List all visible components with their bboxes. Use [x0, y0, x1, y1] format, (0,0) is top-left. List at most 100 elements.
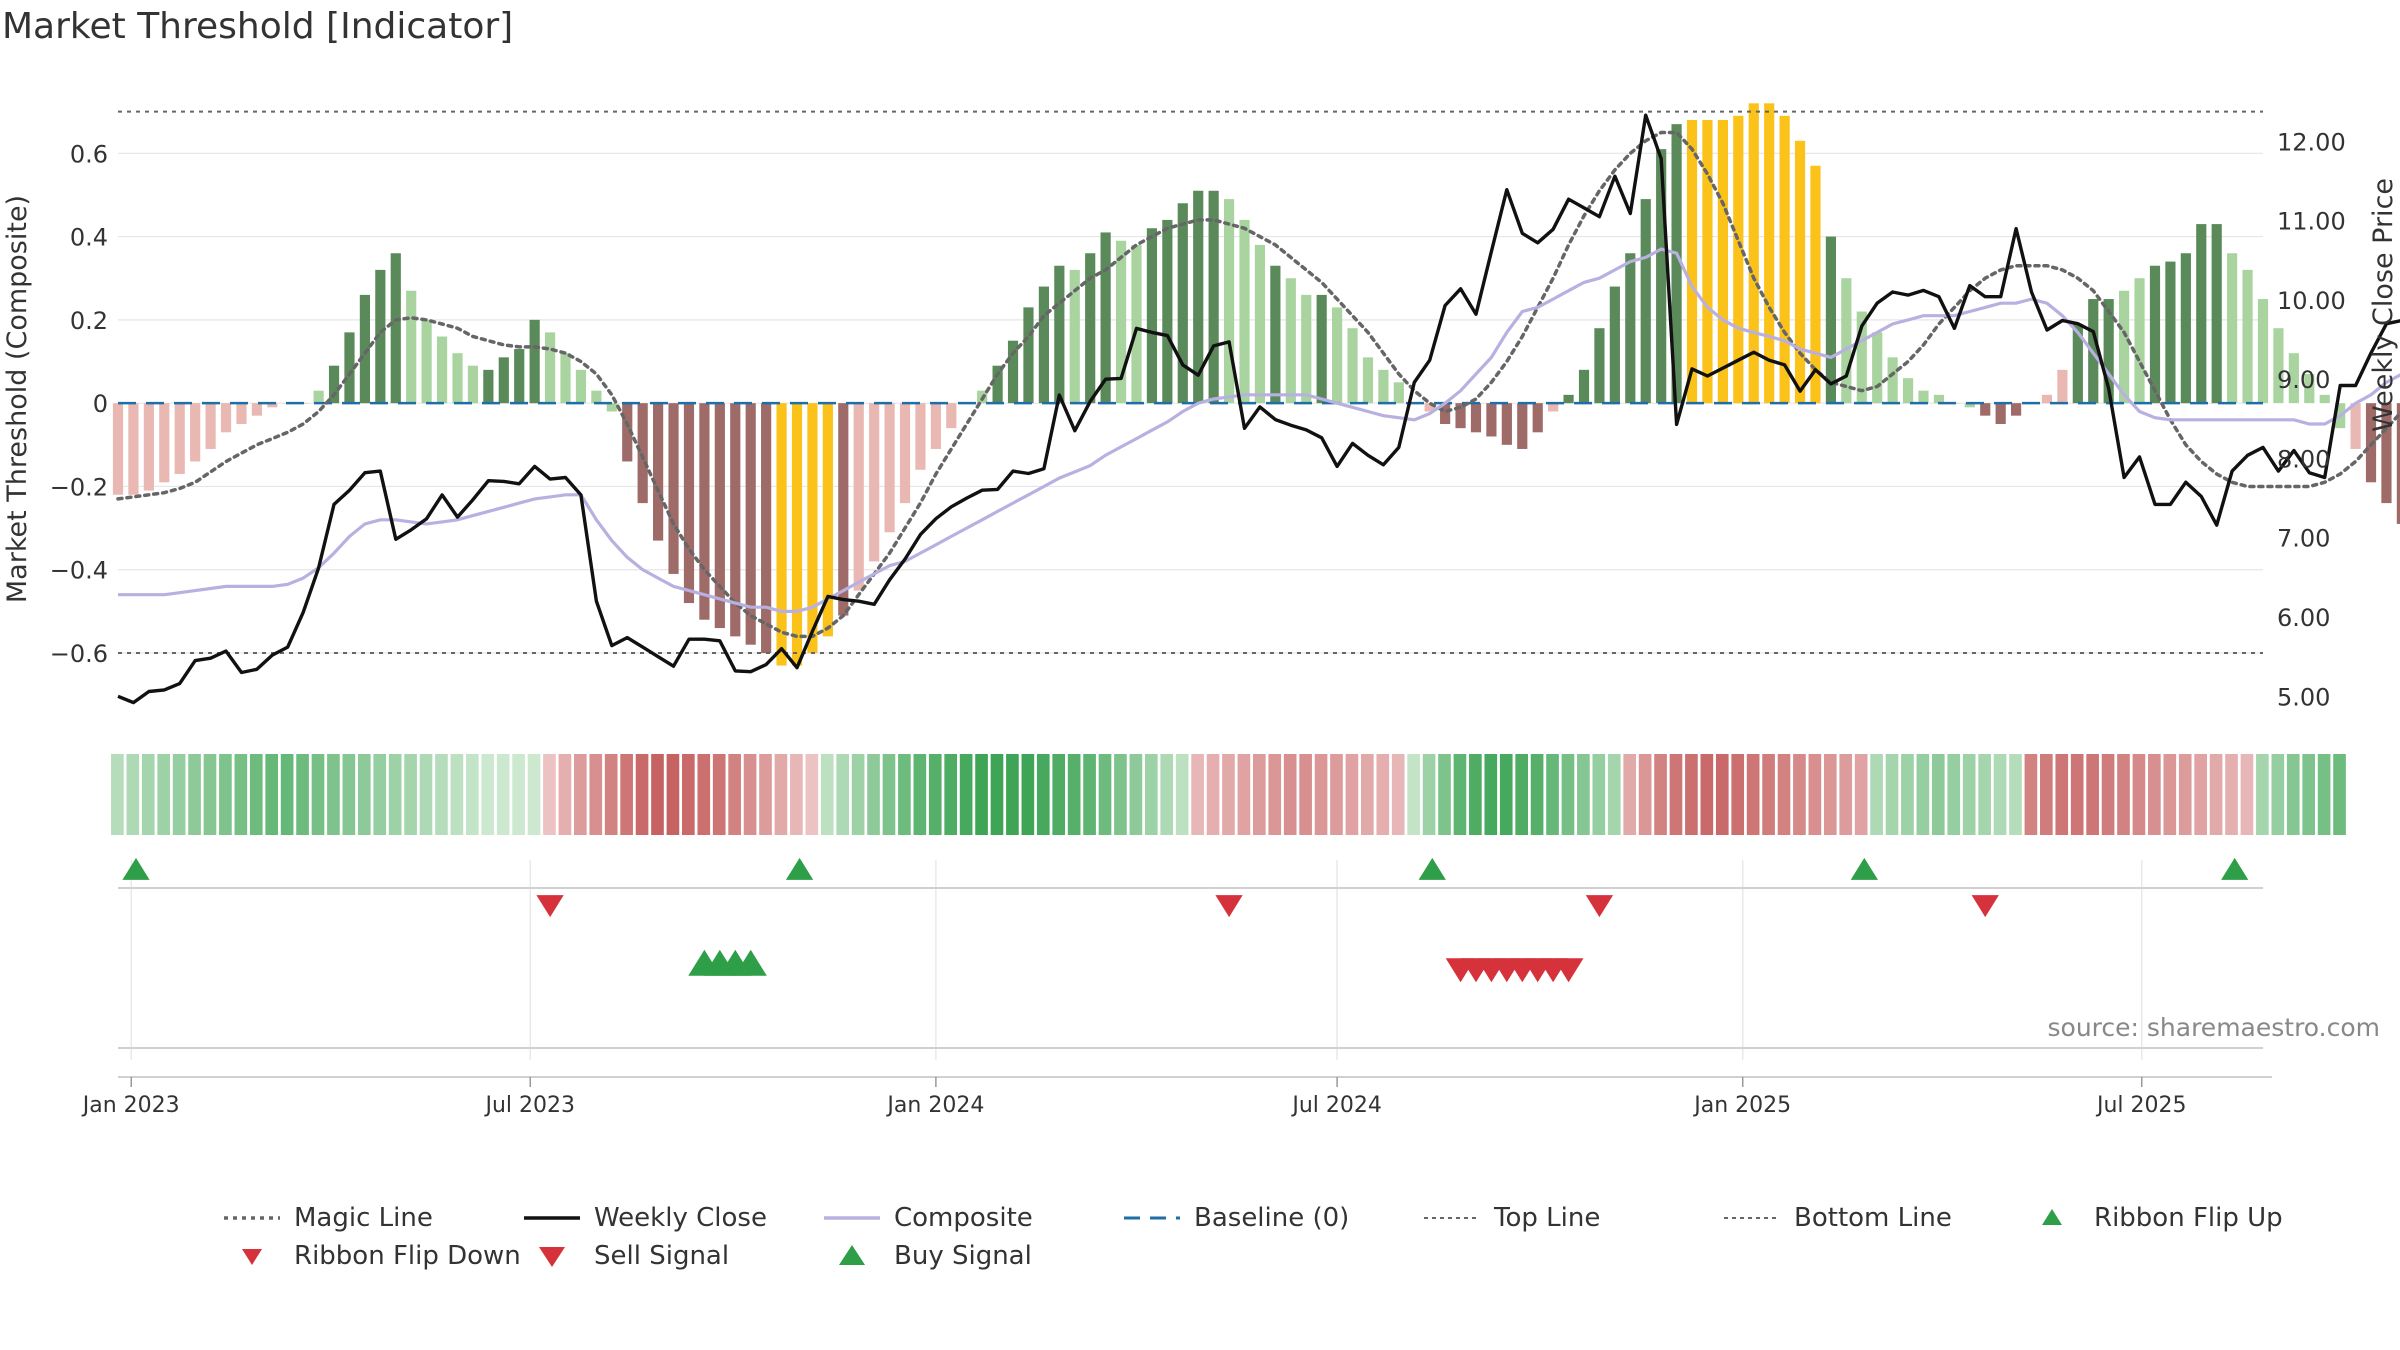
ribbon-cell [574, 754, 587, 835]
histogram-bar [745, 403, 756, 645]
histogram-bar [313, 390, 324, 404]
histogram-bar [1563, 394, 1574, 404]
ribbon-cell [2148, 754, 2161, 835]
right-tick-label: 9.00 [2277, 366, 2330, 394]
ribbon-cell [1021, 754, 1035, 835]
x-tick-label: Jul 2024 [1290, 1093, 1382, 1118]
x-tick-label: Jan 2023 [81, 1093, 180, 1118]
x-tick-label: Jul 2023 [483, 1093, 575, 1118]
x-tick-label: Jan 2025 [1692, 1093, 1791, 1118]
histogram-bar [591, 390, 602, 404]
ribbon-cell [1669, 754, 1683, 835]
histogram-bar [699, 403, 710, 620]
histogram-bar [1115, 240, 1127, 404]
histogram-bar [1748, 103, 1759, 404]
histogram-bar [1779, 115, 1790, 404]
histogram-bar [1085, 253, 1096, 404]
histogram-bar [1440, 403, 1451, 424]
histogram-bar [359, 294, 370, 404]
ribbon-flip-down-marker [1971, 895, 1999, 918]
ribbon-cell [435, 754, 448, 835]
ribbon-cell [790, 754, 803, 835]
histogram-bar [1764, 103, 1775, 404]
ribbon-cell [1870, 754, 1883, 835]
left-tick-label: 0.4 [70, 224, 108, 252]
histogram-bar [668, 403, 679, 574]
histogram-bar [2057, 369, 2068, 404]
histogram-bar [2227, 253, 2238, 404]
histogram-bar [205, 403, 216, 449]
ribbon-cell [327, 754, 340, 835]
histogram-bar [1841, 278, 1852, 404]
ribbon-cell [2009, 754, 2022, 835]
histogram-bar [1470, 403, 1482, 433]
ribbon-cell [851, 754, 865, 835]
ribbon-cell [944, 754, 958, 835]
ribbon-cell [975, 754, 988, 835]
ribbon-cell [265, 754, 279, 835]
ribbon-cell [280, 754, 294, 835]
legend-symbol [1424, 1217, 1480, 1219]
ribbon-cell [1499, 754, 1513, 835]
legend-symbol [224, 1216, 280, 1220]
ribbon-cell [1129, 754, 1143, 835]
ribbon-cell [342, 754, 356, 835]
histogram-bar [1038, 286, 1049, 404]
histogram-bar [1054, 265, 1065, 404]
ribbon-cell [1700, 754, 1714, 835]
ribbon-cell [2333, 754, 2346, 835]
histogram-bar [992, 365, 1003, 404]
histogram-bar [112, 403, 124, 495]
left-tick-label: 0.2 [70, 307, 108, 335]
histogram-bar [1270, 265, 1281, 404]
histogram-bar [838, 403, 849, 616]
histogram-bar [1995, 403, 2006, 424]
ribbon-cell [774, 754, 788, 835]
left-tick-label: −0.6 [50, 640, 108, 668]
ribbon-cell [1206, 754, 1220, 835]
histogram-bar [1332, 307, 1343, 404]
legend-symbol [1724, 1217, 1780, 1219]
histogram-bar [1856, 311, 1867, 404]
histogram-bar [884, 403, 895, 533]
histogram-bar [1362, 357, 1374, 404]
ribbon-cell [589, 754, 603, 835]
histogram-bar [1316, 294, 1327, 404]
ribbon-cell [1515, 754, 1528, 835]
histogram-bar [869, 403, 880, 562]
histogram-bar [375, 269, 386, 404]
legend-label: Buy Signal [894, 1241, 1032, 1271]
ribbon-cell [1746, 754, 1760, 835]
ribbon-cell [496, 754, 510, 835]
histogram-bar [653, 403, 664, 541]
ribbon-cell [388, 754, 402, 835]
left-y-axis: 0.6 0.4 0.2 0 −0.2 −0.4 −0.6 Market Threshold (… [2, 140, 108, 668]
legend-item: Sell Signal [520, 1236, 729, 1276]
right-tick-label: 6.00 [2277, 604, 2330, 632]
ribbon-cell [867, 754, 880, 835]
ribbon-cell [311, 754, 325, 835]
ribbon-cell [2070, 754, 2084, 835]
x-tick-label: Jan 2024 [885, 1093, 984, 1118]
ribbon-cell [296, 754, 309, 835]
ribbon-cell [1731, 754, 1745, 835]
histogram-bar [776, 403, 787, 666]
left-tick-label: 0 [93, 390, 108, 418]
x-axis: Jan 2023 Jul 2023 Jan 2024 Jul 2024 Jan 2025… [81, 1076, 2272, 1118]
ribbon-cell [2040, 754, 2053, 835]
ribbon-cell [1685, 754, 1698, 835]
histogram-bar [622, 403, 633, 462]
ribbon-cell [898, 754, 911, 835]
ribbon-cell [1345, 754, 1359, 835]
ribbon-cell [2286, 754, 2300, 835]
histogram-bar [1347, 328, 1358, 404]
legend-label: Baseline (0) [1194, 1203, 1350, 1233]
ribbon-flip-up-marker [1850, 857, 1878, 880]
ribbon-cell [1036, 754, 1050, 835]
legend-label: Magic Line [294, 1203, 433, 1233]
ribbon-cell [1715, 754, 1729, 835]
source-label: source: sharemaestro.com [2047, 1013, 2381, 1042]
histogram-bar [606, 403, 617, 412]
signal-rows [118, 857, 2263, 1060]
legend-symbol [839, 1245, 865, 1265]
